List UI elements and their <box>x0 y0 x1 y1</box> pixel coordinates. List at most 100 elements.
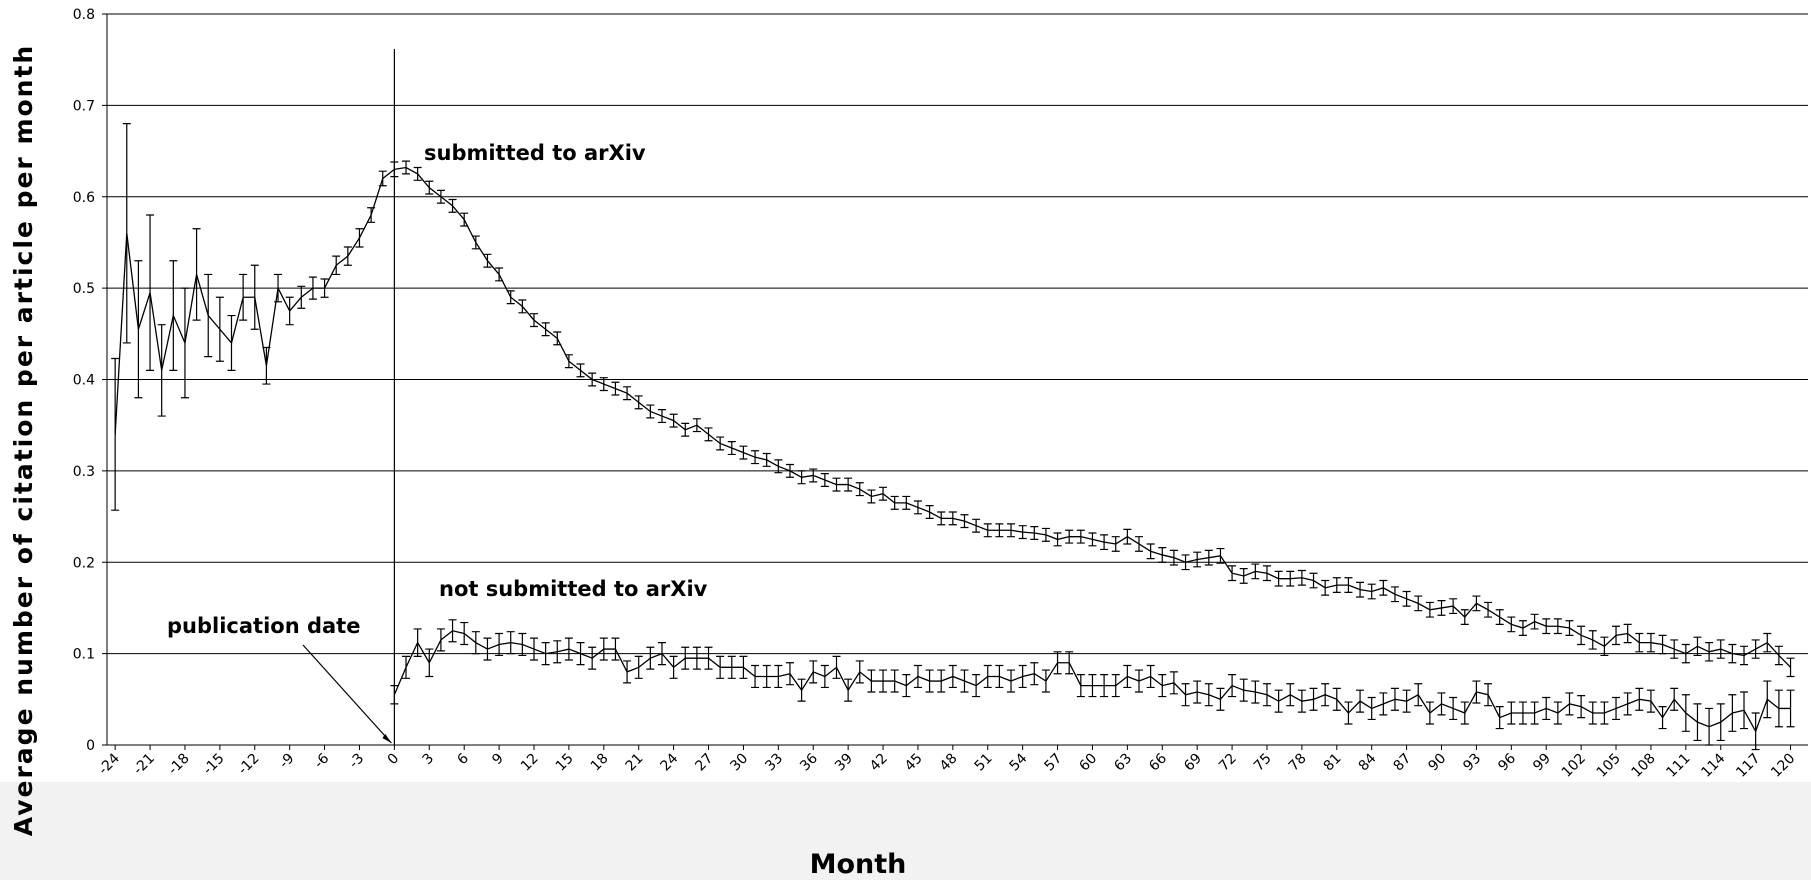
error-bar <box>751 450 760 465</box>
error-bar <box>739 655 748 679</box>
error-bar <box>1518 620 1527 636</box>
error-bar <box>1449 696 1458 721</box>
error-bar <box>681 422 690 437</box>
error-bar <box>1577 695 1586 719</box>
error-bar <box>1111 536 1120 552</box>
error-bar <box>1623 623 1632 644</box>
error-bar <box>390 161 399 178</box>
error-bar <box>1635 687 1644 711</box>
error-bar <box>820 473 829 488</box>
error-bar <box>692 646 701 670</box>
x-tick-label: 42 <box>867 751 891 775</box>
error-bar <box>1169 671 1178 695</box>
error-bar <box>1751 639 1760 659</box>
error-bar <box>879 669 888 693</box>
error-bar <box>274 273 283 303</box>
x-tick-label: 57 <box>1041 751 1065 775</box>
error-bar <box>1007 523 1016 538</box>
x-tick-label: 99 <box>1530 751 1554 775</box>
error-bar <box>855 660 864 684</box>
error-bar <box>541 642 550 666</box>
error-bar <box>925 669 934 693</box>
error-bar <box>797 678 806 702</box>
error-bar <box>1553 618 1562 635</box>
error-bar <box>471 631 480 655</box>
error-bar <box>902 674 911 698</box>
error-bar <box>879 486 888 501</box>
error-bar <box>995 523 1004 538</box>
error-bar <box>553 331 562 346</box>
error-bar <box>529 637 538 661</box>
error-bar <box>111 357 120 511</box>
error-bar <box>495 632 504 657</box>
error-bar <box>972 518 981 533</box>
annotation: publication date <box>167 614 360 638</box>
error-bar <box>1670 687 1679 711</box>
error-bar <box>1612 625 1621 646</box>
error-bar <box>1425 601 1434 618</box>
error-bar <box>948 664 957 689</box>
error-bar <box>1193 551 1202 568</box>
error-bar <box>1088 532 1097 547</box>
error-bar <box>820 664 829 689</box>
error-bar <box>1123 528 1132 545</box>
y-tick-label: 0.2 <box>73 555 95 571</box>
x-tick-label: 66 <box>1146 750 1170 774</box>
error-bar <box>1705 642 1714 662</box>
error-bar <box>1495 609 1504 625</box>
error-bar <box>983 523 992 538</box>
error-bar <box>227 314 236 371</box>
error-bar <box>727 655 736 679</box>
error-bar <box>681 646 690 670</box>
error-bar <box>518 299 527 314</box>
error-bar <box>1332 687 1341 711</box>
x-tick-label: 78 <box>1286 751 1310 775</box>
error-bar <box>413 166 422 181</box>
error-bar <box>1577 625 1586 646</box>
x-tick-label: 30 <box>727 751 751 775</box>
error-bar <box>1751 712 1760 751</box>
error-bar <box>1588 701 1597 725</box>
error-bar <box>1146 543 1155 560</box>
error-bar <box>1251 680 1260 704</box>
error-bar <box>1472 680 1481 704</box>
error-bar <box>1693 703 1702 742</box>
error-bar <box>1007 669 1016 693</box>
error-bar <box>1251 563 1260 580</box>
error-bar <box>1158 674 1167 698</box>
error-bar <box>320 278 329 298</box>
error-bar <box>913 500 922 515</box>
x-tick-label: 108 <box>1629 751 1659 781</box>
error-bar <box>448 198 457 213</box>
error-bar <box>518 632 527 657</box>
error-bar <box>716 436 725 451</box>
error-bar <box>1274 570 1283 587</box>
error-bar <box>1449 598 1458 615</box>
error-bar <box>1100 534 1109 551</box>
error-bar <box>1600 701 1609 725</box>
error-bar <box>576 642 585 666</box>
error-bar <box>1286 683 1295 707</box>
error-bar <box>588 646 597 670</box>
x-tick-label: 63 <box>1111 751 1135 775</box>
error-bar <box>425 648 434 678</box>
error-bar <box>471 235 480 250</box>
x-tick-label: 111 <box>1663 751 1693 781</box>
error-bar <box>1274 689 1283 713</box>
error-bar <box>890 669 899 693</box>
x-tick-label: -6 <box>311 750 332 771</box>
error-bar <box>1053 532 1062 547</box>
error-bar <box>646 404 655 419</box>
x-tick-label: 39 <box>832 751 856 775</box>
error-bar <box>1065 529 1074 544</box>
error-bar <box>564 637 573 661</box>
y-tick-label: 0.1 <box>73 647 95 663</box>
error-bar <box>599 377 608 392</box>
error-bar <box>1262 683 1271 707</box>
x-tick-label: 81 <box>1321 751 1345 775</box>
error-bar <box>1693 636 1702 657</box>
x-tick-label: 102 <box>1559 751 1589 781</box>
error-bar <box>1484 601 1493 618</box>
error-bar <box>832 477 841 492</box>
error-bar <box>1390 586 1399 603</box>
